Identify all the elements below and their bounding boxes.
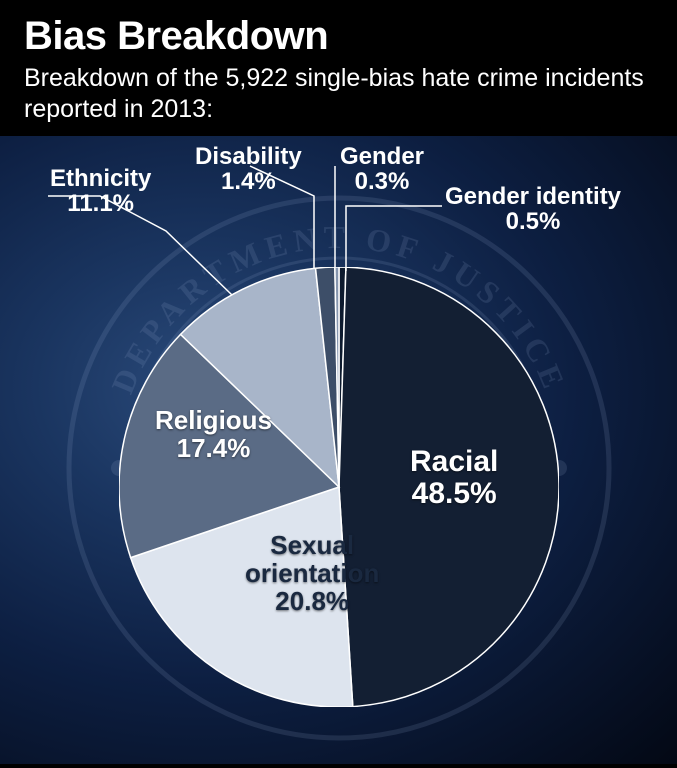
page-subtitle: Breakdown of the 5,922 single-bias hate … — [24, 63, 653, 126]
slice-label: Disability1.4% — [195, 144, 302, 196]
page-title: Bias Breakdown — [24, 14, 653, 59]
slice-label: Gender0.3% — [340, 144, 424, 196]
chart-area: DEPARTMENT OF JUSTICE FEDERAL BUREAU OF … — [0, 136, 677, 764]
slice-label: Gender identity0.5% — [445, 184, 621, 236]
slice-label: Sexualorientation20.8% — [245, 531, 379, 615]
header: Bias Breakdown Breakdown of the 5,922 si… — [0, 0, 677, 136]
slice-label: Religious17.4% — [155, 406, 272, 462]
leader-line — [346, 206, 442, 271]
slice-label: Ethnicity11.1% — [50, 166, 151, 218]
slice-label: Racial48.5% — [410, 446, 498, 511]
